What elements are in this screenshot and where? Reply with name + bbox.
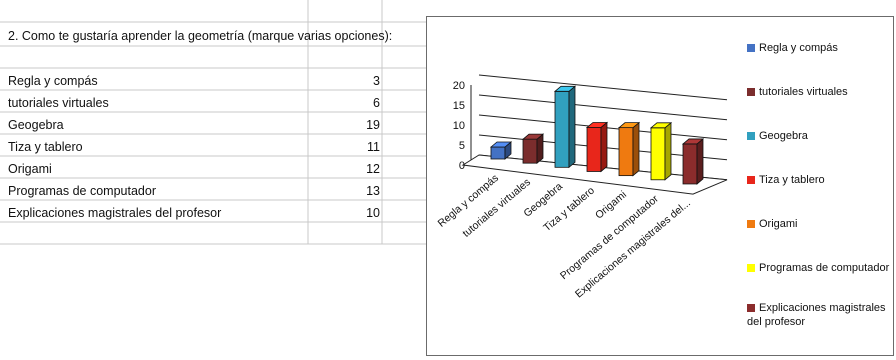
- bar: [489, 141, 513, 160]
- legend-item: tutoriales virtuales: [747, 85, 893, 99]
- row-value[interactable]: 10: [366, 206, 380, 220]
- legend-label: Regla y compás: [759, 42, 838, 54]
- chart-area[interactable]: 0 5 10 15 20 Regla y compás tutoriales virtua…: [426, 16, 894, 356]
- row-value[interactable]: 12: [366, 162, 380, 176]
- bar: [585, 121, 609, 173]
- x-tick-label: tutoriales virtuales: [460, 176, 533, 240]
- legend-item: Origami: [747, 217, 893, 231]
- legend-swatch: [747, 264, 755, 273]
- y-tick-label: 5: [459, 140, 465, 152]
- question-cell[interactable]: 2. Como te gustaría aprender la geometrí…: [8, 29, 393, 43]
- bar: [617, 121, 641, 177]
- bar: [649, 121, 673, 181]
- legend-item: Explicaciones magistrales del profesor: [747, 301, 893, 329]
- legend-label: Tiza y tablero: [759, 174, 825, 186]
- row-value[interactable]: 3: [373, 74, 380, 88]
- legend-swatch: [747, 176, 755, 185]
- row-label[interactable]: Geogebra: [8, 118, 64, 132]
- row-label[interactable]: Explicaciones magistrales del profesor: [8, 206, 222, 220]
- gridline: [478, 94, 728, 121]
- bar: [681, 138, 705, 185]
- legend-label: Origami: [759, 218, 798, 230]
- legend-label: Programas de computador: [759, 262, 890, 274]
- legend-item: Tiza y tablero: [747, 173, 893, 187]
- legend-swatch: [747, 304, 755, 313]
- row-value[interactable]: 11: [367, 140, 380, 154]
- row-label[interactable]: Tiza y tablero: [8, 140, 83, 154]
- legend-label: Geogebra: [759, 130, 808, 142]
- legend-item: Regla y compás: [747, 41, 893, 55]
- legend-swatch: [747, 220, 755, 229]
- x-tick-label: Regla y compás: [436, 172, 501, 230]
- legend-swatch: [747, 132, 755, 141]
- legend-swatch: [747, 44, 755, 53]
- row-label[interactable]: Regla y compás: [8, 74, 98, 88]
- bar: [521, 133, 545, 165]
- legend-label: tutoriales virtuales: [759, 86, 848, 98]
- row-value[interactable]: 19: [366, 118, 380, 132]
- row-label[interactable]: Origami: [8, 162, 52, 176]
- row-label[interactable]: tutoriales virtuales: [8, 96, 109, 110]
- legend-item: Programas de computador: [747, 261, 893, 275]
- legend-swatch: [747, 88, 755, 97]
- y-tick-label: 15: [453, 100, 465, 112]
- gridline: [478, 74, 728, 101]
- y-tick-label: 10: [453, 120, 465, 132]
- y-tick-label: 0: [459, 160, 465, 172]
- legend-label: Explicaciones magistrales del profesor: [747, 302, 886, 328]
- row-label[interactable]: Programas de computador: [8, 184, 156, 198]
- legend-item: Geogebra: [747, 129, 893, 143]
- y-tick-label: 20: [453, 80, 465, 92]
- row-value[interactable]: 13: [366, 184, 380, 198]
- chart-floor: [461, 154, 728, 195]
- bar: [553, 85, 577, 169]
- row-value[interactable]: 6: [373, 96, 380, 110]
